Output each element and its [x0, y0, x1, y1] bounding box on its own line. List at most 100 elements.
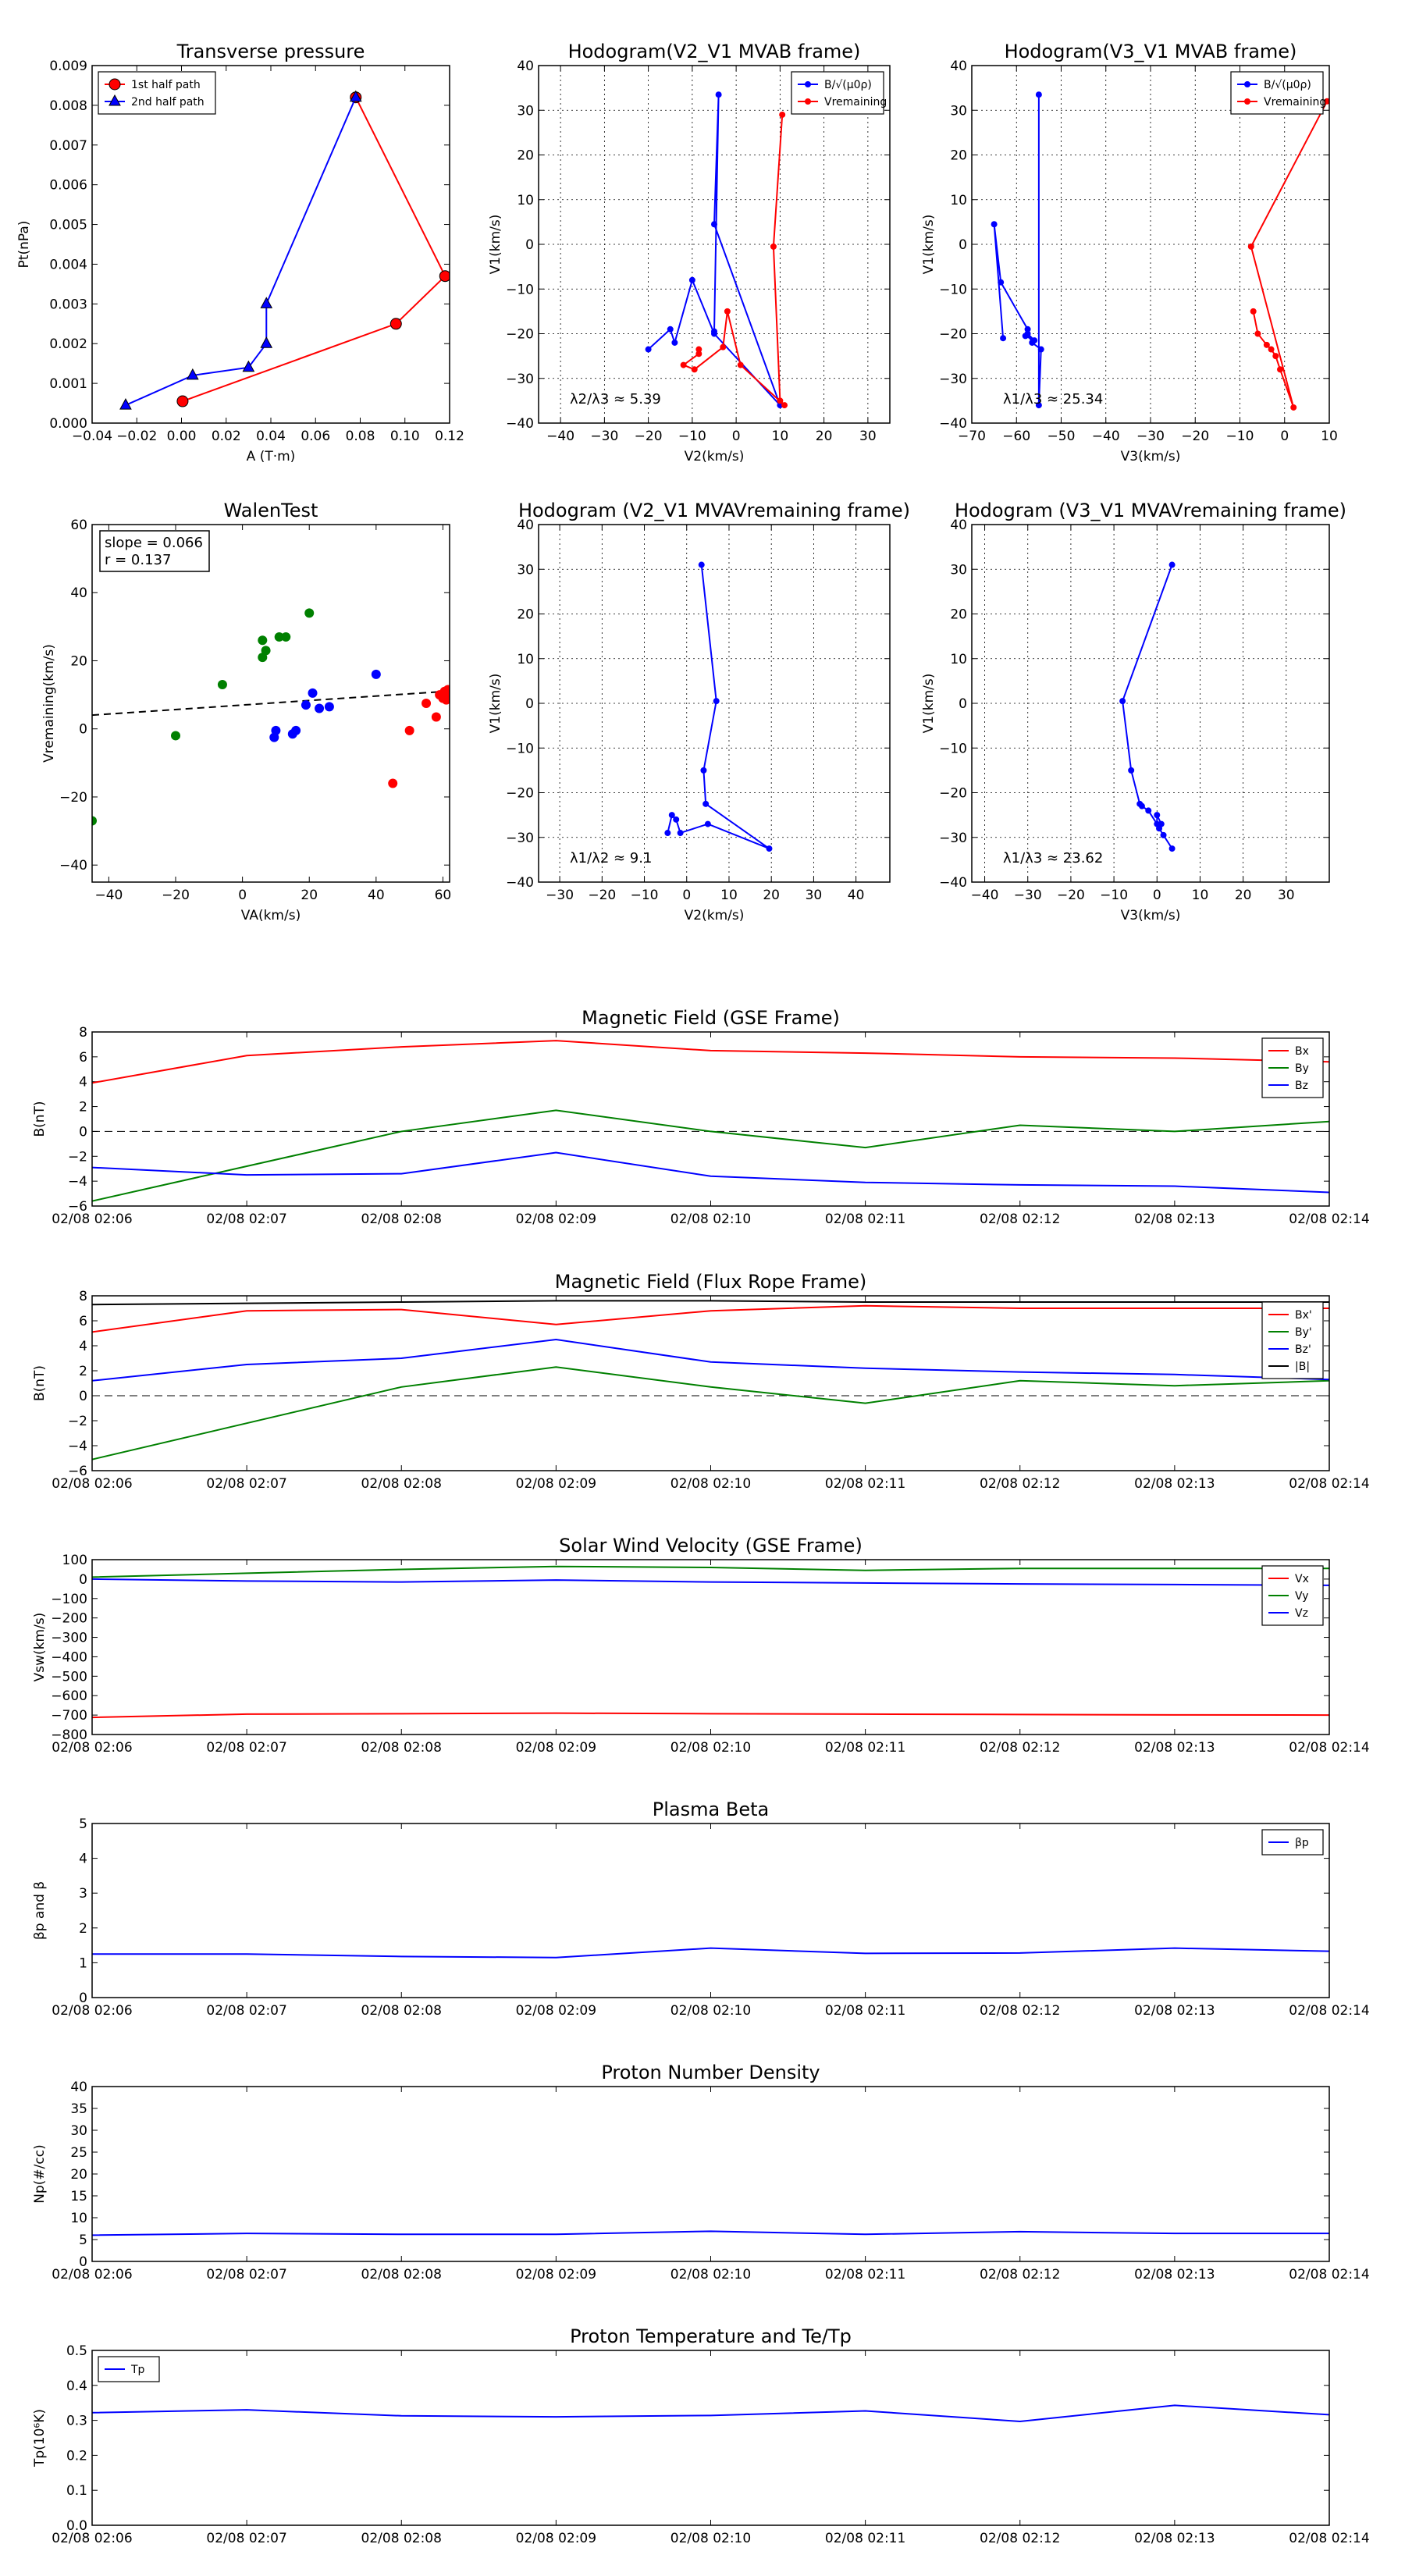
data-point: [349, 90, 362, 102]
x-tick-label: 02/08 02:07: [206, 2267, 286, 2282]
y-tick-label: −200: [51, 1611, 87, 1627]
x-tick-label: −50: [1048, 429, 1076, 444]
series-1st-half-path-line: [182, 97, 446, 402]
plot-area: [92, 1565, 1329, 1719]
y-tick-label: 100: [62, 1553, 87, 1568]
data-point: [1168, 845, 1176, 852]
legend-label: Vx: [1295, 1573, 1309, 1585]
data-point: [1035, 402, 1042, 409]
data-point: [439, 270, 450, 283]
y-tick-label: 0.008: [49, 98, 87, 114]
chart-title: Hodogram(V3_V1 MVAB frame): [1005, 41, 1297, 62]
data-point: [281, 632, 291, 642]
transverse-pressure-chart: Transverse pressure −0.04 −0.02 0.00 0.02 0.0…: [16, 41, 464, 464]
y-tick-label: 0.001: [49, 376, 87, 392]
series-by-line: [92, 1109, 1329, 1202]
data-point: [291, 725, 301, 735]
plot-area: [92, 1300, 1329, 1461]
series-vy-line: [92, 1565, 1329, 1578]
data-point: [304, 608, 315, 618]
data-point: [1154, 812, 1161, 819]
data-point: [260, 336, 273, 348]
series--p-line: [92, 1947, 1329, 1959]
y-tick-label: 0.0: [66, 2518, 87, 2534]
data-point: [324, 702, 334, 712]
x-tick-label: −30: [1014, 888, 1042, 903]
x-tick-label: 02/08 02:08: [361, 1212, 442, 1227]
x-tick-label: 02/08 02:11: [825, 1212, 905, 1227]
y-tick-label: 20: [950, 148, 967, 164]
plasma-beta-chart: Plasma Beta 02/08 02:06 02/08 02:07 02/08 0…: [32, 1799, 1370, 2019]
data-point: [1136, 800, 1144, 807]
legend-label: Vremaining: [1264, 96, 1326, 109]
y-tick-label: 5: [79, 2233, 87, 2248]
y-tick-label: −40: [939, 416, 967, 432]
chart-title: Hodogram (V2_V1 MVAVremaining frame): [518, 500, 910, 521]
y-tick-label: 0: [79, 1389, 87, 1404]
legend-box: [1230, 71, 1324, 115]
data-point: [671, 339, 678, 346]
data-point: [1160, 831, 1167, 838]
data-point: [1272, 353, 1279, 360]
x-tick-label: 02/08 02:08: [361, 1740, 442, 1756]
x-tick-label: 02/08 02:10: [670, 2531, 751, 2546]
x-axis-label: V3(km/s): [1121, 908, 1181, 923]
x-tick-label: 20: [816, 429, 833, 444]
series-b-0--line: [647, 94, 781, 406]
series-vx-line: [92, 1712, 1329, 1719]
series-vz-line: [92, 1578, 1329, 1586]
data-point: [422, 699, 432, 708]
data-point: [443, 685, 450, 695]
series-bx--line: [92, 1304, 1329, 1333]
y-tick-label: 0: [525, 237, 534, 253]
y-tick-label: 6: [79, 1050, 87, 1066]
x-tick-label: 02/08 02:06: [52, 2531, 132, 2546]
y-tick-label: −10: [939, 741, 967, 756]
y-axis-label: V1(km/s): [921, 674, 937, 734]
y-tick-label: −20: [506, 327, 534, 343]
data-point: [715, 91, 722, 98]
walen-test-chart: WalenTest −40 −20 0 20 40 60 −40 −20 0 20 40 60 VA(km…: [41, 500, 451, 923]
y-axis-label: Tp(10⁶K): [32, 2409, 48, 2467]
plot-area: [92, 1947, 1329, 1959]
data-point: [1290, 404, 1297, 411]
data-point: [258, 635, 268, 646]
x-tick-label: −10: [631, 888, 659, 903]
solar-wind-velocity-chart: Solar Wind Velocity (GSE Frame) 02/08 02:…: [32, 1535, 1370, 1756]
y-tick-label: 0.1: [66, 2483, 87, 2499]
data-point: [1145, 807, 1152, 814]
x-tick-label: 0.06: [301, 429, 330, 444]
y-tick-label: 30: [517, 562, 534, 578]
series-b-0--line: [993, 94, 1042, 406]
x-tick-label: 10: [1192, 888, 1209, 903]
data-point: [1168, 561, 1176, 568]
y-tick-label: 30: [517, 103, 534, 119]
chart-annotation: λ1/λ2 ≈ 9.1: [570, 850, 652, 866]
y-tick-label: 0.3: [66, 2414, 87, 2429]
chart-title: Hodogram(V2_V1 MVAB frame): [568, 41, 861, 62]
y-tick-label: −10: [939, 282, 967, 297]
y-tick-label: 30: [70, 2123, 87, 2139]
data-point: [779, 111, 786, 118]
y-tick-label: 10: [950, 652, 967, 667]
series-0-line: [1122, 564, 1173, 849]
y-tick-label: 30: [950, 103, 967, 119]
y-tick-label: −500: [51, 1669, 87, 1685]
y-axis-label: Vremaining(km/s): [41, 644, 57, 763]
data-point: [667, 326, 674, 333]
data-point: [704, 820, 711, 827]
plot-frame: [91, 1031, 1330, 1207]
x-tick-label: 20: [1235, 888, 1252, 903]
legend-box: [98, 71, 216, 115]
data-point: [1250, 308, 1257, 315]
chart-annotation: λ2/λ3 ≈ 5.39: [570, 391, 661, 407]
y-tick-label: 0: [79, 2254, 87, 2270]
x-tick-label: −10: [678, 429, 706, 444]
series-0-line: [92, 2230, 1329, 2236]
data-point: [702, 800, 710, 807]
x-tick-label: 02/08 02:06: [52, 2267, 132, 2282]
y-tick-label: −40: [506, 875, 534, 891]
y-tick-label: −4: [68, 1439, 87, 1454]
y-tick-label: 0: [79, 1991, 87, 2006]
y-tick-label: −4: [68, 1174, 87, 1190]
